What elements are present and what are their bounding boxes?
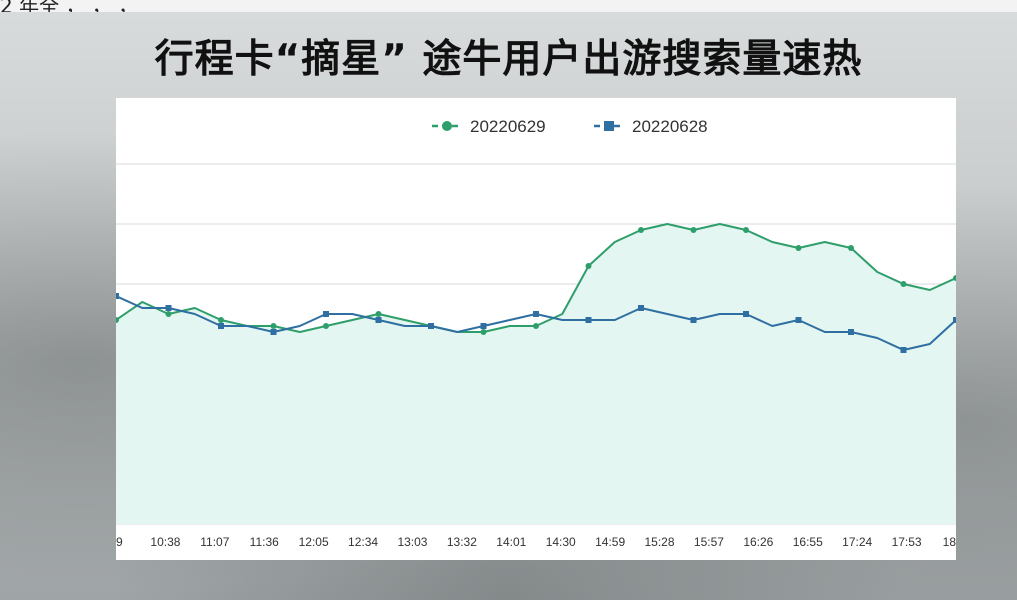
data-point-20220628	[165, 305, 172, 311]
x-tick-label: 14:30	[546, 535, 576, 549]
x-tick-label: 18	[943, 535, 956, 549]
x-tick-label: 17:53	[892, 535, 922, 549]
data-point-20220628	[375, 317, 382, 323]
data-point-20220628	[638, 305, 644, 311]
x-tick-label: 16:26	[743, 535, 773, 549]
legend-marker-20220629	[442, 121, 452, 131]
data-point-20220628	[323, 311, 329, 317]
x-tick-label: 13:32	[447, 535, 477, 549]
legend-label-20220628: 20220628	[632, 117, 708, 136]
data-point-20220628	[953, 317, 959, 323]
x-tick-label: 12:34	[348, 535, 378, 549]
x-tick-label: 15:57	[694, 535, 724, 549]
line-chart: 9 10:38 11:07 11:36 12:05 12:34 13:03 13:32 14:0…	[113, 117, 959, 549]
x-tick-label: 15:28	[645, 535, 675, 549]
x-tick-label: 10:38	[150, 535, 180, 549]
data-point-20220629	[848, 245, 854, 251]
data-point-20220628	[690, 317, 697, 323]
x-tick-label: 13:03	[397, 535, 427, 549]
data-point-20220628	[218, 323, 224, 329]
data-point-20220629	[533, 323, 539, 329]
x-tick-label: 16:55	[793, 535, 823, 549]
series-area-20220629	[116, 224, 956, 524]
data-point-20220628	[848, 329, 854, 335]
data-point-20220628	[270, 329, 277, 335]
x-tick-label: 14:59	[595, 535, 625, 549]
legend-label-20220629: 20220629	[470, 117, 546, 136]
top-caption-strip: 2 年全 ， ， ，	[0, 0, 1017, 12]
data-point-20220629	[480, 329, 487, 335]
data-point-20220628	[743, 311, 749, 317]
chart-panel: 9 10:38 11:07 11:36 12:05 12:34 13:03 13:32 14:0…	[113, 98, 959, 560]
data-point-20220628	[533, 311, 539, 317]
data-point-20220629	[690, 227, 697, 233]
data-point-20220628	[900, 347, 907, 353]
slide-title: 行程卡“摘星” 途牛用户出游搜索量速热	[154, 37, 863, 82]
data-point-20220629	[743, 227, 749, 233]
top-caption-text: 2 年全 ， ， ，	[0, 0, 139, 12]
x-tick-label: 9	[116, 535, 123, 549]
x-tick-label: 12:05	[299, 535, 329, 549]
data-point-20220629	[795, 245, 802, 251]
x-tick-label: 11:36	[250, 535, 279, 549]
data-point-20220629	[900, 281, 907, 287]
data-point-20220628	[795, 317, 802, 323]
data-point-20220628	[585, 317, 592, 323]
data-point-20220629	[165, 311, 172, 317]
data-point-20220629	[270, 323, 277, 329]
data-point-20220629	[375, 311, 382, 317]
data-point-20220629	[218, 317, 224, 323]
x-tick-label: 17:24	[842, 535, 872, 549]
x-tick-label: 14:01	[496, 535, 526, 549]
data-point-20220629	[638, 227, 644, 233]
data-point-20220629	[585, 263, 592, 269]
data-point-20220628	[428, 323, 434, 329]
data-point-20220628	[113, 293, 119, 299]
x-tick-label: 11:07	[200, 535, 229, 549]
legend-marker-20220628	[604, 121, 614, 131]
data-point-20220628	[480, 323, 487, 329]
data-point-20220629	[323, 323, 329, 329]
